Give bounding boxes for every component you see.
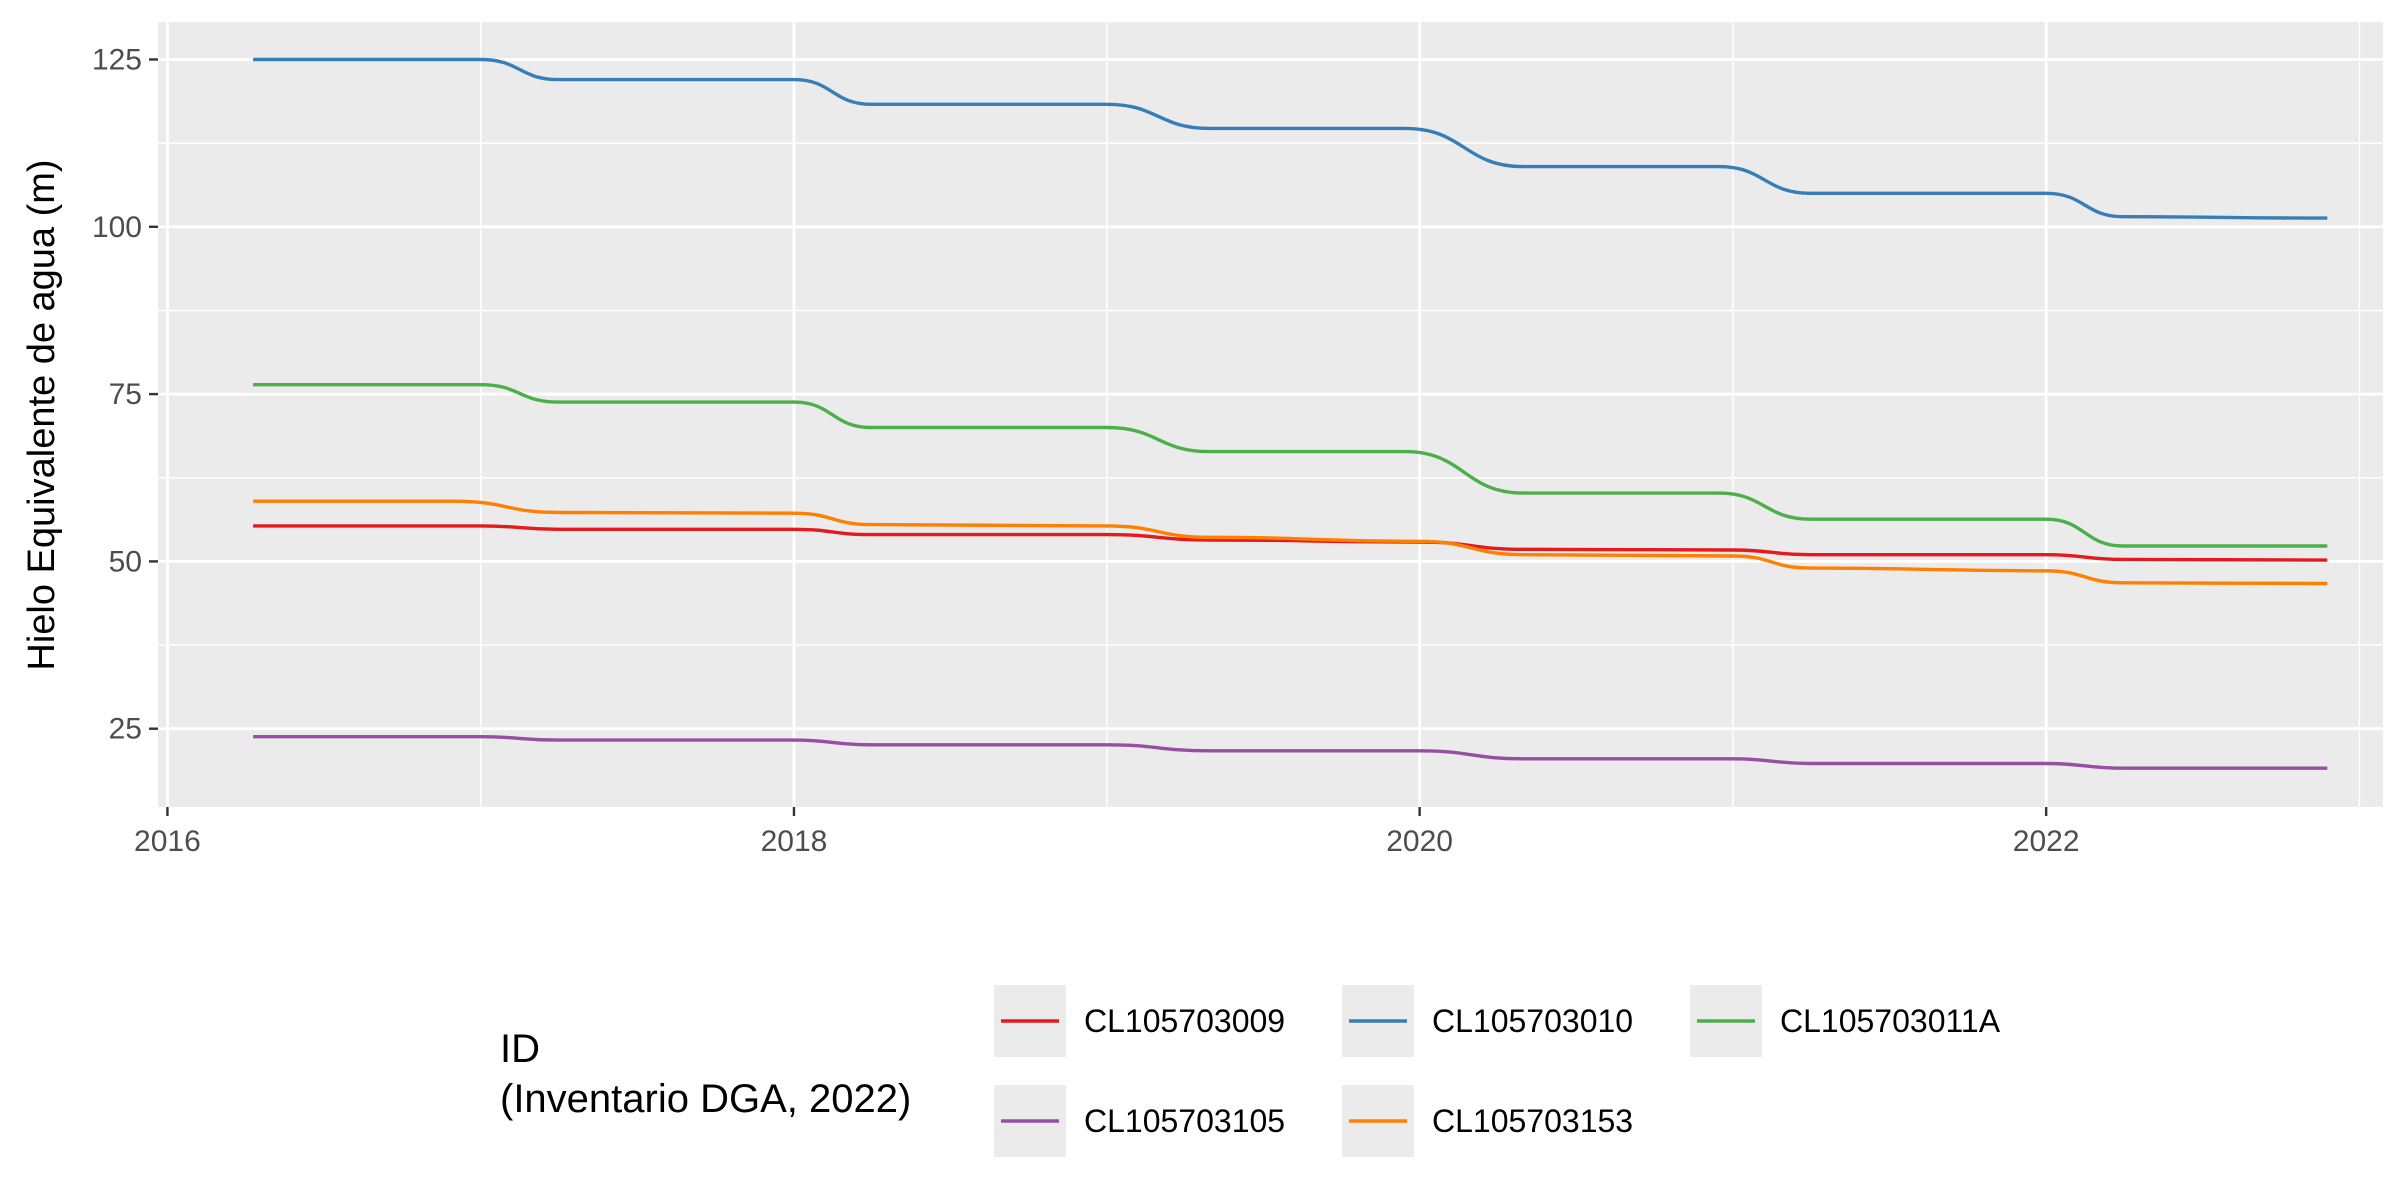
y-tick-labels: 25 50 75 100 125 [92,43,142,745]
y-tick-label: 100 [92,211,142,244]
y-tick-label: 125 [92,43,142,76]
x-tick-label: 2020 [1386,825,1453,858]
axis-ticks [149,58,2048,816]
x-tick-label: 2016 [134,825,201,858]
series-line-CL105703010 [253,57,2328,220]
legend-label: CL105703009 [1084,1003,1285,1039]
minor-gridlines [158,22,2383,807]
legend-item: CL105703153 [1342,1085,1633,1157]
legend-label: CL105703011A [1780,1003,2001,1039]
x-tick-labels: 2016 2018 2020 2022 [134,825,2079,858]
legend-item: CL105703011A [1690,985,2001,1057]
legend-item: CL105703010 [1342,985,1633,1057]
y-tick-label: 75 [109,378,142,411]
major-gridlines [158,22,2383,807]
y-tick-label: 50 [109,545,142,578]
legend-label: CL105703105 [1084,1103,1285,1139]
series-line-CL105703153 [253,499,2328,586]
legend-item: CL105703009 [994,985,1285,1057]
x-tick-label: 2018 [761,825,828,858]
legend: ID (Inventario DGA, 2022) CL105703009 CL1… [500,985,2001,1157]
x-tick-label: 2022 [2013,825,2080,858]
series-lines [253,57,2328,770]
y-axis-title: Hielo Equivalente de agua (m) [21,159,63,670]
series-line-CL105703009 [253,524,2328,562]
series-line-CL105703011A [253,383,2328,548]
legend-item: CL105703105 [994,1085,1285,1157]
series-line-CL105703105 [253,735,2328,770]
plot-panel [158,22,2383,807]
legend-label: CL105703153 [1432,1103,1633,1139]
y-tick-label: 25 [109,713,142,746]
legend-title: ID [500,1027,540,1071]
legend-label: CL105703010 [1432,1003,1633,1039]
legend-title: (Inventario DGA, 2022) [500,1077,911,1121]
